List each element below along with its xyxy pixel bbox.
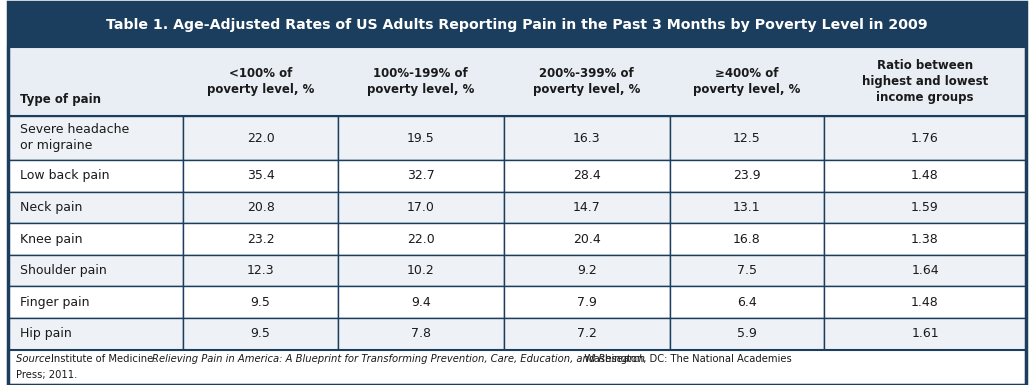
Bar (824, 192, 1026, 223)
Text: 20.8: 20.8 (247, 201, 275, 214)
Bar (504, 318, 670, 350)
Text: Ratio between
highest and lowest
income groups: Ratio between highest and lowest income … (862, 59, 989, 104)
Bar (338, 286, 504, 318)
Text: 35.4: 35.4 (247, 169, 274, 182)
Text: 12.3: 12.3 (247, 264, 274, 277)
Bar (183, 318, 338, 350)
Bar (670, 192, 824, 223)
Bar (183, 160, 338, 192)
Text: 1.48: 1.48 (911, 296, 939, 309)
Text: 23.9: 23.9 (733, 169, 761, 182)
Bar (8, 116, 183, 160)
Bar (338, 192, 504, 223)
Text: <100% of
poverty level, %: <100% of poverty level, % (207, 67, 314, 96)
Text: 7.8: 7.8 (410, 327, 431, 340)
Text: 1.76: 1.76 (911, 132, 939, 144)
Bar (824, 223, 1026, 255)
Bar (824, 255, 1026, 286)
Text: 9.5: 9.5 (250, 296, 271, 309)
Text: 6.4: 6.4 (737, 296, 757, 309)
Text: Institute of Medicine.: Institute of Medicine. (51, 354, 159, 364)
Bar (8, 2, 1026, 47)
Text: Source:: Source: (16, 354, 57, 364)
Text: 200%-399% of
poverty level, %: 200%-399% of poverty level, % (533, 67, 640, 96)
Text: 1.61: 1.61 (911, 327, 939, 340)
Text: 16.8: 16.8 (733, 233, 761, 246)
Text: Severe headache
or migraine: Severe headache or migraine (20, 123, 129, 152)
Text: Finger pain: Finger pain (20, 296, 89, 309)
Text: Knee pain: Knee pain (20, 233, 82, 246)
Bar (504, 223, 670, 255)
Text: Relieving Pain in America: A Blueprint for Transforming Prevention, Care, Educat: Relieving Pain in America: A Blueprint f… (152, 354, 645, 364)
Bar (338, 255, 504, 286)
Text: 7.9: 7.9 (577, 296, 597, 309)
Text: 17.0: 17.0 (407, 201, 434, 214)
Bar (183, 223, 338, 255)
Bar (8, 223, 183, 255)
Text: . Washington, DC: The National Academies: . Washington, DC: The National Academies (578, 354, 792, 364)
Text: Table 1. Age-Adjusted Rates of US Adults Reporting Pain in the Past 3 Months by : Table 1. Age-Adjusted Rates of US Adults… (107, 18, 927, 32)
Bar (670, 223, 824, 255)
Bar (8, 255, 183, 286)
Bar (504, 116, 670, 160)
Text: Neck pain: Neck pain (20, 201, 82, 214)
Text: 9.2: 9.2 (577, 264, 597, 277)
Text: 12.5: 12.5 (733, 132, 761, 144)
Text: 23.2: 23.2 (247, 233, 274, 246)
Text: ≥400% of
poverty level, %: ≥400% of poverty level, % (693, 67, 800, 96)
Text: Shoulder pain: Shoulder pain (20, 264, 107, 277)
Text: Type of pain: Type of pain (20, 93, 100, 106)
Bar (824, 286, 1026, 318)
Bar (183, 116, 338, 160)
Bar (8, 286, 183, 318)
Bar (338, 160, 504, 192)
Text: 10.2: 10.2 (407, 264, 434, 277)
Text: 9.5: 9.5 (250, 327, 271, 340)
Text: 20.4: 20.4 (573, 233, 601, 246)
Text: 5.9: 5.9 (737, 327, 757, 340)
Bar (824, 116, 1026, 160)
Bar (8, 192, 183, 223)
Text: Hip pain: Hip pain (20, 327, 71, 340)
Bar (8, 160, 183, 192)
Text: 19.5: 19.5 (407, 132, 434, 144)
Bar (670, 160, 824, 192)
Text: Press; 2011.: Press; 2011. (16, 370, 77, 380)
Text: 1.48: 1.48 (911, 169, 939, 182)
Bar (504, 286, 670, 318)
Bar (670, 318, 824, 350)
Text: 1.64: 1.64 (911, 264, 939, 277)
Bar (670, 116, 824, 160)
Bar (338, 223, 504, 255)
Bar (504, 160, 670, 192)
Text: 32.7: 32.7 (407, 169, 434, 182)
Text: 16.3: 16.3 (573, 132, 601, 144)
Text: 7.2: 7.2 (577, 327, 597, 340)
Bar (670, 286, 824, 318)
Bar (824, 160, 1026, 192)
Text: 13.1: 13.1 (733, 201, 761, 214)
Text: Low back pain: Low back pain (20, 169, 110, 182)
Text: 7.5: 7.5 (737, 264, 757, 277)
Bar (8, 47, 1026, 116)
Bar (8, 350, 1026, 385)
Text: 22.0: 22.0 (407, 233, 434, 246)
Text: 100%-199% of
poverty level, %: 100%-199% of poverty level, % (367, 67, 475, 96)
Bar (824, 318, 1026, 350)
Bar (8, 318, 183, 350)
Bar (338, 116, 504, 160)
Text: 28.4: 28.4 (573, 169, 601, 182)
Text: 14.7: 14.7 (573, 201, 601, 214)
Bar (183, 286, 338, 318)
Text: 9.4: 9.4 (410, 296, 431, 309)
Bar (504, 192, 670, 223)
Bar (183, 192, 338, 223)
Text: 22.0: 22.0 (247, 132, 274, 144)
Text: 1.59: 1.59 (911, 201, 939, 214)
Bar (183, 255, 338, 286)
Text: 1.38: 1.38 (911, 233, 939, 246)
Bar (670, 255, 824, 286)
Bar (504, 255, 670, 286)
Bar (338, 318, 504, 350)
